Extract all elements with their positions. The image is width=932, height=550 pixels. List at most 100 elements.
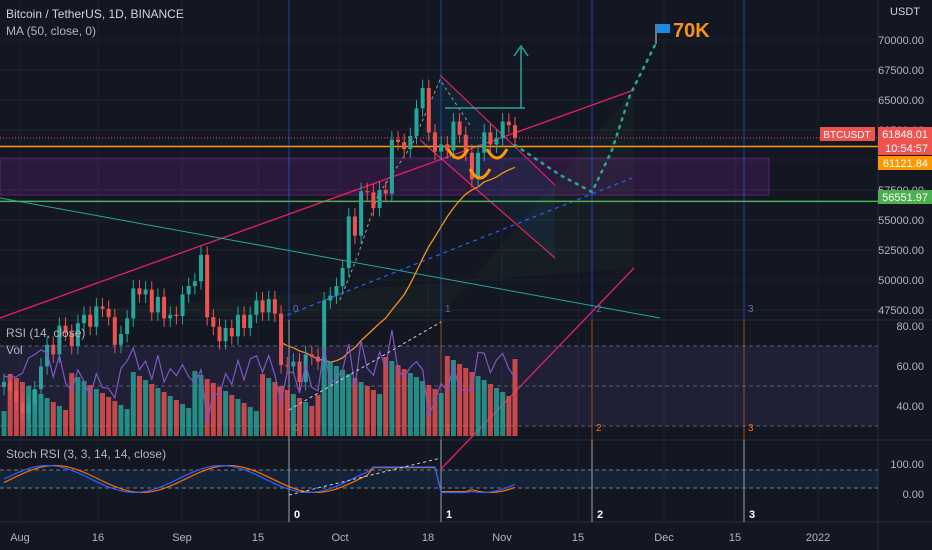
volume-bar bbox=[444, 356, 450, 436]
candle-body bbox=[377, 190, 382, 208]
descending-trendline bbox=[0, 197, 661, 319]
x-tick-label: 15 bbox=[572, 532, 584, 544]
stoch-rsi-indicator-label: Stoch RSI (3, 3, 14, 14, close) bbox=[6, 447, 167, 461]
volume-bar bbox=[377, 394, 383, 436]
vol-indicator-label: Vol bbox=[6, 343, 23, 357]
ma-indicator-label: MA (50, close, 0) bbox=[6, 24, 97, 38]
candle-body bbox=[112, 317, 117, 345]
wave-label-main: 1 bbox=[445, 304, 451, 315]
candle-body bbox=[174, 314, 179, 316]
channel-lower-line bbox=[439, 267, 635, 471]
resistance-price-tag-bg bbox=[878, 156, 932, 170]
candle-body bbox=[513, 125, 517, 138]
volume-bar bbox=[44, 398, 50, 436]
candle-body bbox=[217, 326, 222, 342]
candles-group bbox=[2, 79, 517, 422]
wave-label-stoch: 3 bbox=[749, 509, 755, 521]
pattern-curve bbox=[446, 148, 470, 160]
volume-bar bbox=[19, 382, 25, 436]
volume-bar bbox=[481, 380, 487, 436]
candle-body bbox=[340, 268, 345, 286]
candle-body bbox=[180, 294, 185, 316]
volume-bar bbox=[463, 368, 469, 436]
volume-bar bbox=[124, 409, 130, 436]
volume-bar bbox=[333, 366, 339, 436]
volume-bar bbox=[204, 379, 210, 436]
volume-bar bbox=[457, 364, 463, 436]
rsi-indicator-label: RSI (14, close) bbox=[6, 326, 86, 340]
rsi-tick-label: 80.00 bbox=[896, 321, 924, 333]
symbol-tag: BTCUSDT bbox=[823, 130, 870, 141]
volume-bar bbox=[38, 394, 44, 436]
countdown-tag: 10:54:57 bbox=[885, 143, 928, 155]
volume-bar bbox=[340, 370, 346, 436]
wave-label-rsi: 3 bbox=[748, 423, 754, 434]
volume-bar bbox=[112, 401, 118, 436]
currency-label[interactable]: USDT bbox=[890, 6, 920, 18]
volume-bar bbox=[106, 397, 112, 436]
stoch-tick-label: 0.00 bbox=[903, 489, 924, 501]
x-tick-label: Sep bbox=[172, 532, 192, 544]
volume-bar bbox=[272, 382, 278, 436]
volume-bar bbox=[130, 372, 136, 436]
price-tick-label: 50000.00 bbox=[878, 275, 924, 287]
volume-bar bbox=[180, 404, 186, 436]
volume-bar bbox=[389, 361, 395, 436]
candle-body bbox=[389, 139, 394, 194]
rsi-line bbox=[3, 329, 516, 423]
rsi-tick-label: 60.00 bbox=[896, 361, 924, 373]
x-tick-label: Oct bbox=[331, 532, 348, 544]
candle-body bbox=[75, 323, 80, 346]
x-tick-label: Dec bbox=[654, 532, 674, 544]
volume-bar bbox=[284, 390, 290, 436]
candle-body bbox=[322, 300, 327, 362]
candle-body bbox=[57, 325, 62, 355]
volume-bar bbox=[167, 396, 173, 436]
candle-body bbox=[451, 121, 456, 151]
wave-label-main: 2 bbox=[596, 304, 602, 315]
volume-bar bbox=[93, 389, 99, 436]
support-price-tag-bg bbox=[878, 190, 932, 204]
candle-body bbox=[137, 288, 142, 295]
volume-bar bbox=[149, 384, 155, 436]
volume-bar bbox=[241, 403, 247, 436]
candle-body bbox=[162, 296, 167, 319]
candle-body bbox=[223, 328, 228, 342]
wave-label-stoch: 1 bbox=[446, 509, 452, 521]
candle-body bbox=[469, 152, 474, 180]
candle-body bbox=[420, 88, 425, 109]
countdown-tag-bg bbox=[878, 141, 932, 155]
x-tick-label: Nov bbox=[492, 532, 512, 544]
ma-50-line bbox=[280, 166, 516, 363]
x-tick-label: 15 bbox=[252, 532, 264, 544]
candle-body bbox=[211, 317, 216, 327]
volume-bar bbox=[13, 378, 19, 436]
candle-body bbox=[63, 325, 68, 333]
wave-label-main: 0 bbox=[293, 304, 299, 315]
volume-bar bbox=[426, 385, 432, 436]
stoch-k-line bbox=[3, 464, 516, 494]
candle-body bbox=[439, 144, 444, 152]
candle-body bbox=[482, 132, 487, 153]
last-price-tag: 61848.01 bbox=[882, 129, 928, 141]
stoch-tick-label: 100.00 bbox=[890, 459, 924, 471]
wave-label-stoch: 0 bbox=[294, 509, 300, 521]
candle-body bbox=[205, 254, 210, 318]
volume-bar bbox=[494, 388, 500, 436]
candle-body bbox=[488, 132, 493, 145]
resistance-price-tag: 61121.84 bbox=[883, 158, 928, 170]
volume-bar bbox=[278, 386, 284, 436]
x-tick-label: Aug bbox=[10, 532, 30, 544]
volume-bar bbox=[161, 392, 167, 436]
candle-body bbox=[69, 332, 74, 346]
price-tick-label: 65000.00 bbox=[878, 95, 924, 107]
volume-bar bbox=[198, 375, 204, 436]
volume-bar bbox=[506, 396, 512, 436]
price-tick-label: 52500.00 bbox=[878, 245, 924, 257]
price-tick-label: 70000.00 bbox=[878, 35, 924, 47]
volume-bar bbox=[136, 376, 142, 436]
breakout-arrow-head bbox=[513, 44, 529, 57]
volume-bar bbox=[100, 393, 106, 436]
candle-body bbox=[352, 216, 357, 236]
candle-body bbox=[285, 365, 290, 367]
